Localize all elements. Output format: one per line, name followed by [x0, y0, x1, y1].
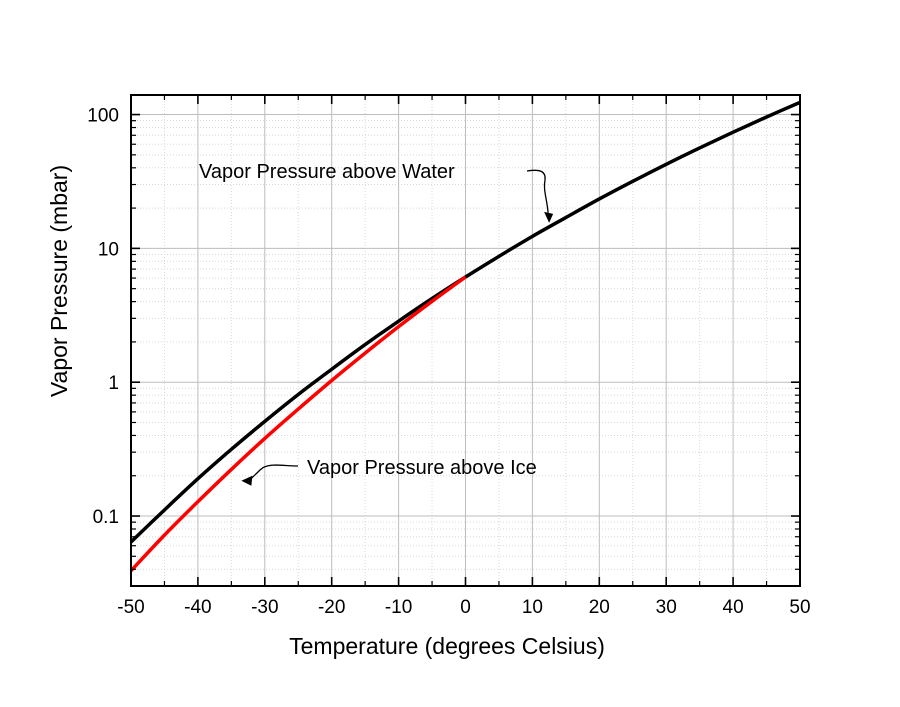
y-tick-labels: 0.1 1 10 100 — [87, 106, 119, 528]
x-tick-label: 0 — [460, 597, 471, 618]
x-axis-title: Temperature (degrees Celsius) — [289, 633, 605, 659]
series-line-ice — [129, 275, 467, 572]
x-tick-label: 10 — [522, 597, 543, 618]
x-tick-label: -40 — [184, 597, 211, 618]
x-tick-label: 20 — [589, 597, 610, 618]
y-tick-label: 100 — [87, 106, 119, 127]
annotation-label-water: Vapor Pressure above Water — [199, 161, 455, 183]
minor-grid — [131, 95, 800, 587]
y-tick-label: 0.1 — [93, 507, 119, 528]
x-tick-labels: -50 -40 -30 -20 -10 0 10 20 30 40 50 — [117, 597, 810, 618]
y-axis-title: Vapor Pressure (mbar) — [46, 165, 72, 397]
x-tick-label: -10 — [385, 597, 412, 618]
x-tick-label: -50 — [117, 597, 144, 618]
arrowhead-water — [544, 211, 554, 223]
series-layer — [129, 100, 801, 572]
annotations: Vapor Pressure above Water Vapor Pressure… — [199, 161, 554, 486]
x-tick-label: 30 — [656, 597, 677, 618]
y-tick-label: 1 — [108, 373, 119, 394]
x-tick-label: -30 — [251, 597, 278, 618]
x-tick-label: 50 — [789, 597, 810, 618]
annotation-arrow-water — [526, 169, 549, 213]
annotation-label-ice: Vapor Pressure above Ice — [307, 457, 537, 479]
x-tick-label: -20 — [318, 597, 345, 618]
axis-ticks — [130, 95, 801, 587]
arrowhead-ice — [241, 475, 253, 486]
x-tick-label: 40 — [723, 597, 744, 618]
y-tick-label: 10 — [98, 239, 119, 260]
